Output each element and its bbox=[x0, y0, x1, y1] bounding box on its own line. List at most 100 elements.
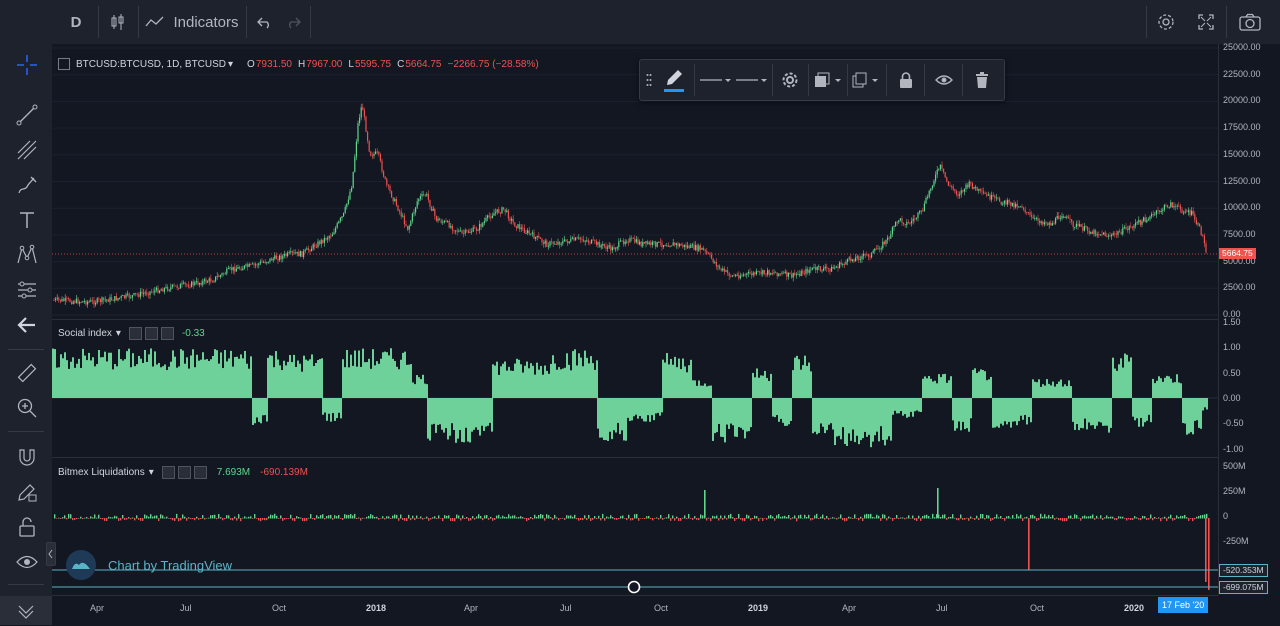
time-axis[interactable]: Apr Jul Oct 2018 Apr Jul Oct 2019 Apr Jul Oct 2020 … bbox=[52, 595, 1218, 626]
candle-body bbox=[211, 281, 213, 283]
chart-type-button[interactable] bbox=[104, 8, 132, 36]
liquidation-bar bbox=[966, 517, 968, 519]
liquidation-bar bbox=[372, 515, 374, 519]
candle-body bbox=[903, 222, 905, 225]
snapshot-button[interactable] bbox=[1236, 8, 1264, 36]
caret-down-icon[interactable]: ▾ bbox=[228, 58, 234, 70]
drag-handle[interactable] bbox=[644, 66, 654, 94]
candle-body bbox=[914, 218, 916, 220]
candle-body bbox=[859, 259, 861, 260]
settings-indicator-icon[interactable] bbox=[144, 327, 158, 340]
brush-tool[interactable] bbox=[14, 172, 40, 198]
redo-button[interactable] bbox=[280, 8, 306, 36]
social-bar bbox=[710, 385, 712, 398]
social-index-title[interactable]: Social index bbox=[58, 328, 112, 339]
liquidation-bar bbox=[762, 518, 764, 521]
line-style-button[interactable] bbox=[734, 66, 768, 94]
liquidation-bar bbox=[216, 518, 218, 520]
close-label: C bbox=[397, 58, 405, 70]
liquidation-bar bbox=[1078, 517, 1080, 519]
delete-button[interactable] bbox=[968, 66, 996, 94]
social-bar bbox=[960, 398, 962, 431]
social-bar bbox=[146, 361, 148, 398]
caret-down-icon[interactable]: ▾ bbox=[148, 467, 154, 478]
candle-body bbox=[928, 190, 930, 197]
social-bar bbox=[1134, 398, 1136, 421]
liquidations-title[interactable]: Bitmex Liquidations bbox=[58, 467, 145, 478]
liquidation-bar bbox=[680, 518, 682, 521]
social-bar bbox=[128, 348, 130, 398]
candle-body bbox=[930, 188, 932, 191]
hide-indicator-icon[interactable] bbox=[128, 327, 142, 340]
social-bar bbox=[122, 360, 124, 398]
liquidation-bar bbox=[490, 516, 492, 519]
liquidation-bar bbox=[108, 516, 110, 519]
candle-body bbox=[687, 245, 689, 248]
candle-body bbox=[584, 240, 586, 242]
symbol-title[interactable]: BTCUSD:BTCUSD, 1D, BTCUSD bbox=[76, 58, 227, 70]
drawing-settings-button[interactable] bbox=[776, 66, 804, 94]
social-axis-label: -0.50 bbox=[1223, 418, 1244, 429]
liquidation-bar bbox=[626, 518, 628, 521]
social-bar bbox=[1010, 398, 1012, 428]
candle-body bbox=[111, 297, 113, 301]
caret-down-icon[interactable]: ▾ bbox=[115, 328, 121, 339]
candle-body bbox=[1003, 200, 1005, 204]
lock-drawing-tool[interactable] bbox=[14, 479, 40, 505]
pattern-tool[interactable] bbox=[14, 242, 40, 268]
pane-separator[interactable] bbox=[52, 319, 1218, 320]
social-bar bbox=[394, 360, 396, 398]
tradingview-watermark[interactable]: Chart by TradingView bbox=[66, 550, 232, 580]
remove-indicator-icon[interactable] bbox=[160, 327, 174, 340]
interval-button[interactable]: D bbox=[62, 8, 90, 36]
remove-indicator-icon[interactable] bbox=[193, 466, 207, 479]
hide-indicator-icon[interactable] bbox=[161, 466, 175, 479]
ruler-tool[interactable] bbox=[14, 360, 40, 386]
social-bar bbox=[734, 398, 736, 437]
social-bar bbox=[588, 363, 590, 398]
liquidation-bar bbox=[844, 518, 846, 522]
lock-button[interactable] bbox=[892, 66, 920, 94]
settings-indicator-icon[interactable] bbox=[177, 466, 191, 479]
lock-all-tool[interactable] bbox=[14, 514, 40, 540]
liquidation-bar bbox=[560, 518, 562, 519]
social-bar bbox=[631, 398, 633, 421]
candle-body bbox=[1170, 202, 1172, 208]
social-bar bbox=[1184, 398, 1186, 424]
social-bar bbox=[1154, 383, 1156, 398]
fullscreen-button[interactable] bbox=[1192, 8, 1220, 36]
candle-body bbox=[834, 267, 836, 269]
undo-button[interactable] bbox=[252, 8, 278, 36]
liquidation-bar bbox=[156, 515, 158, 519]
collapse-toolbar-button[interactable] bbox=[0, 596, 52, 625]
prediction-tool[interactable] bbox=[14, 277, 40, 303]
settings-button[interactable] bbox=[1152, 8, 1180, 36]
legend-toggle[interactable] bbox=[58, 58, 70, 70]
text-tool[interactable] bbox=[14, 207, 40, 233]
liquidation-bar bbox=[830, 517, 832, 519]
line-width-button[interactable] bbox=[698, 66, 732, 94]
price-axis[interactable]: 25000.00 22500.00 20000.00 17500.00 15000.00… bbox=[1218, 42, 1280, 595]
candle-body bbox=[579, 237, 581, 240]
back-tool[interactable] bbox=[14, 312, 40, 338]
candle-body bbox=[479, 224, 481, 231]
clone-button[interactable] bbox=[850, 66, 882, 94]
trend-line-tool[interactable] bbox=[14, 102, 40, 128]
social-bar bbox=[848, 398, 850, 434]
social-bar bbox=[980, 369, 982, 398]
pane-separator[interactable] bbox=[52, 457, 1218, 458]
hide-drawings-tool[interactable] bbox=[14, 549, 40, 575]
zoom-tool[interactable] bbox=[14, 395, 40, 421]
collapse-left-handle[interactable] bbox=[46, 542, 56, 566]
crosshair-tool[interactable] bbox=[14, 44, 40, 86]
hide-button[interactable] bbox=[930, 66, 958, 94]
candle-body bbox=[109, 297, 111, 302]
magnet-tool[interactable] bbox=[14, 444, 40, 470]
social-bar bbox=[1092, 398, 1094, 426]
social-bar bbox=[698, 380, 700, 398]
indicators-button[interactable]: Indicators bbox=[144, 8, 240, 36]
visual-order-button[interactable] bbox=[812, 66, 844, 94]
social-bar bbox=[299, 363, 301, 398]
line-color-button[interactable] bbox=[658, 66, 690, 94]
pitchfork-tool[interactable] bbox=[14, 137, 40, 163]
